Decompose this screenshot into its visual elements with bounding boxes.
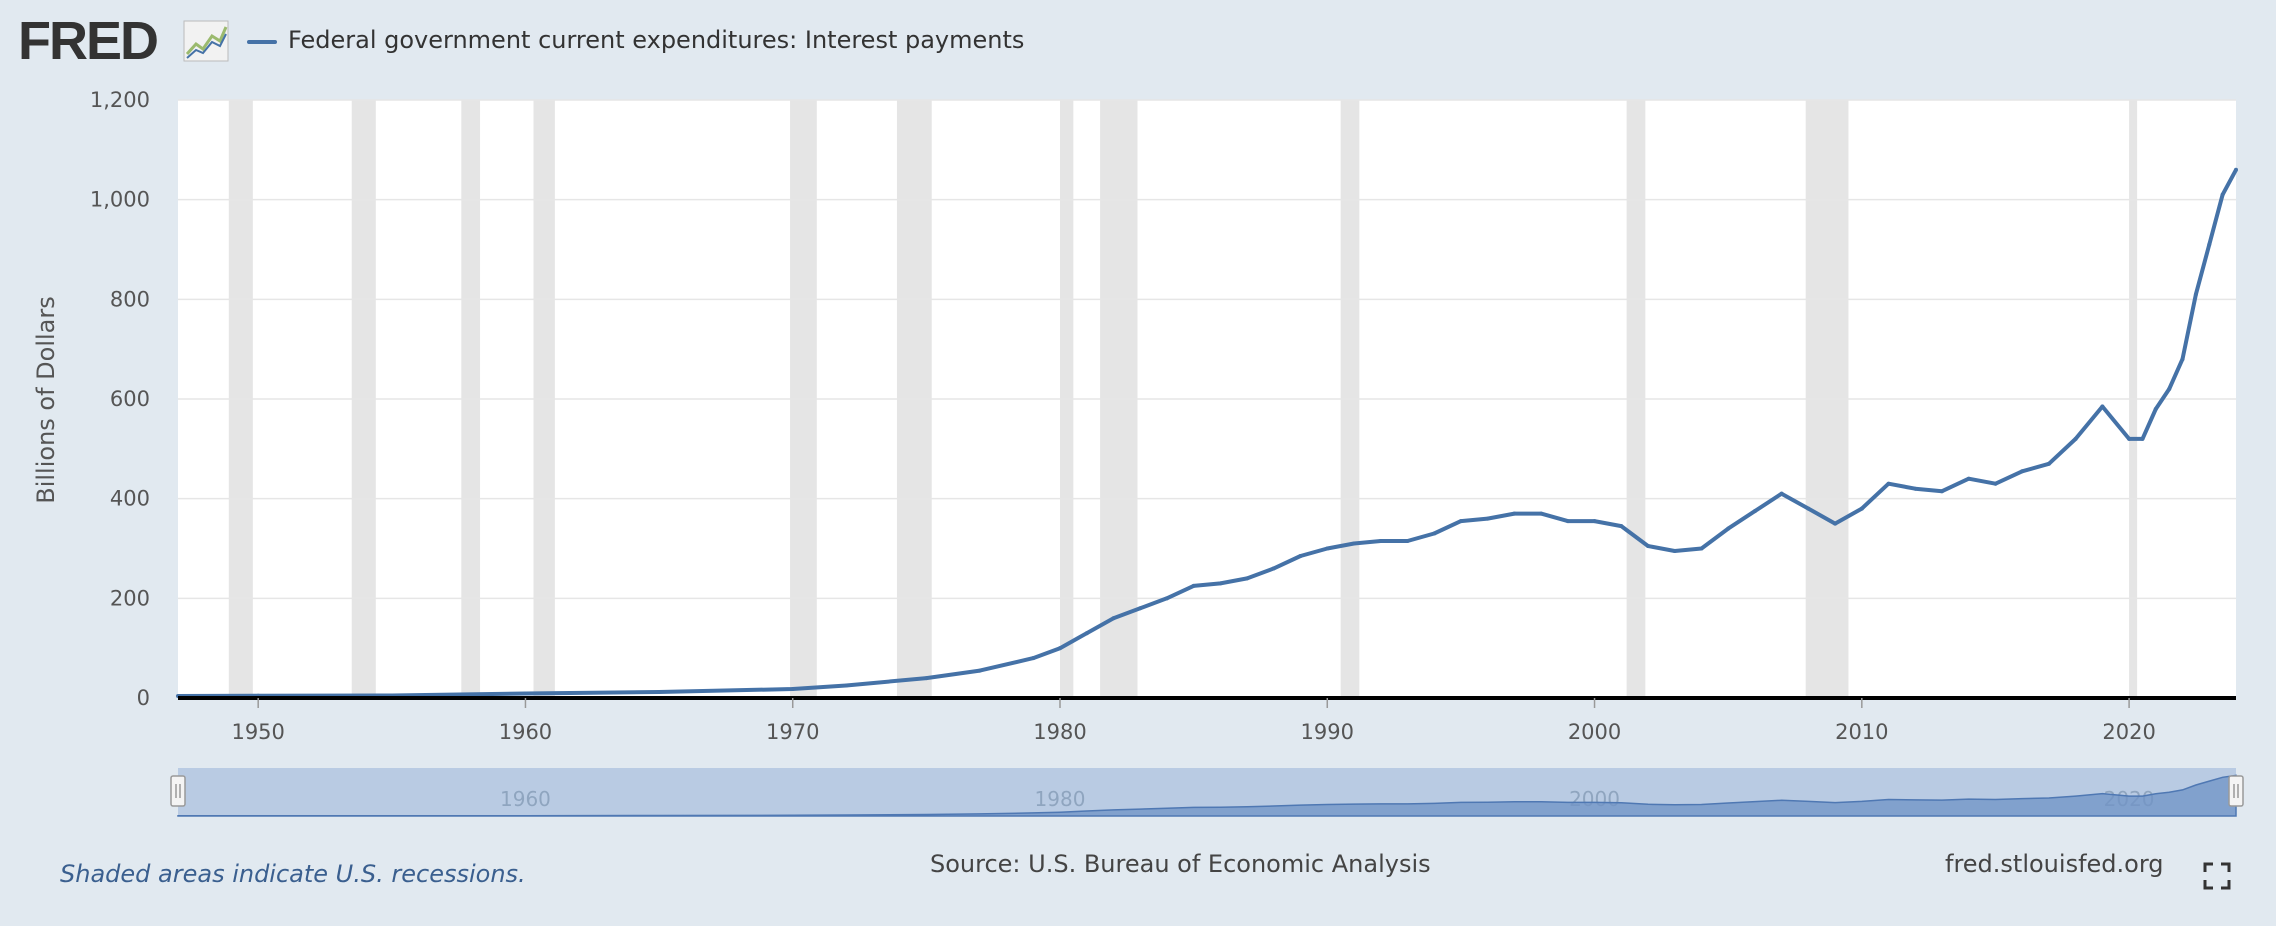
data-point bbox=[790, 687, 795, 692]
x-tick-label: 2010 bbox=[1835, 720, 1888, 744]
recession-note: Shaded areas indicate U.S. recessions. bbox=[60, 860, 526, 888]
navigator-series-area bbox=[177, 774, 2237, 817]
data-point bbox=[1859, 506, 1864, 511]
data-point bbox=[1191, 583, 1196, 588]
data-point bbox=[924, 676, 929, 681]
data-point bbox=[1111, 616, 1116, 621]
data-point bbox=[1485, 516, 1490, 521]
data-point bbox=[1966, 476, 1971, 481]
data-point bbox=[1539, 511, 1544, 516]
data-point bbox=[1886, 481, 1891, 486]
chart-header: FRED Federal government current expendit… bbox=[0, 0, 2276, 90]
data-point bbox=[1458, 519, 1463, 524]
data-point bbox=[2167, 387, 2172, 392]
data-point bbox=[1352, 541, 1356, 546]
data-point bbox=[1672, 548, 1677, 553]
x-tick-label: 1960 bbox=[499, 720, 552, 744]
data-point bbox=[1512, 511, 1517, 516]
x-tick-label: 1980 bbox=[1033, 720, 1086, 744]
data-point bbox=[1646, 544, 1650, 549]
data-point bbox=[2207, 242, 2212, 247]
navigator-series bbox=[177, 774, 2237, 817]
data-point bbox=[1378, 539, 1383, 544]
data-point bbox=[1699, 546, 1704, 551]
x-tick-label: 1950 bbox=[231, 720, 284, 744]
data-point bbox=[2140, 436, 2145, 441]
data-point bbox=[2100, 404, 2105, 409]
series-layer bbox=[176, 167, 2238, 699]
data-point bbox=[523, 691, 528, 696]
fred-logo[interactable]: FRED bbox=[18, 11, 159, 71]
x-tick-label: 2000 bbox=[1568, 720, 1621, 744]
data-point bbox=[2153, 406, 2158, 411]
data-point bbox=[2180, 357, 2185, 362]
navigator-right-handle[interactable] bbox=[2228, 775, 2244, 807]
y-axis-ticks: 0 200 400 600 800 1,000 1,200 bbox=[90, 88, 150, 710]
data-point bbox=[2234, 167, 2238, 172]
data-point bbox=[1218, 581, 1223, 586]
range-navigator[interactable]: 1960198020002020 bbox=[170, 768, 2244, 817]
navigator-left-handle[interactable] bbox=[170, 775, 186, 807]
x-axis-ticks: 1950 1960 1970 1980 1990 2000 2010 2020 bbox=[231, 698, 2156, 744]
data-point bbox=[1245, 576, 1250, 581]
data-point bbox=[1084, 631, 1089, 636]
data-point bbox=[1779, 491, 1784, 496]
x-tick-label: 2020 bbox=[2102, 720, 2155, 744]
data-point bbox=[2020, 469, 2025, 474]
source-label: Source: U.S. Bureau of Economic Analysis bbox=[930, 850, 1431, 878]
legend-swatch bbox=[247, 40, 277, 44]
data-point bbox=[1405, 539, 1410, 544]
data-point bbox=[1271, 566, 1276, 571]
grid-lines bbox=[178, 99, 2236, 600]
data-point bbox=[2073, 436, 2078, 441]
data-point bbox=[1592, 519, 1597, 524]
data-point bbox=[977, 668, 982, 673]
data-point bbox=[1058, 646, 1062, 651]
y-axis-label: Billions of Dollars bbox=[32, 296, 60, 504]
navigator-label: 1960 bbox=[500, 787, 551, 811]
data-point bbox=[1752, 509, 1757, 514]
data-point bbox=[1565, 519, 1570, 524]
data-point bbox=[1940, 489, 1944, 494]
data-point bbox=[1833, 521, 1838, 526]
data-point bbox=[1913, 486, 1918, 491]
data-point bbox=[2220, 192, 2225, 197]
data-point bbox=[1164, 596, 1169, 601]
navigator-label: 1980 bbox=[1035, 787, 1086, 811]
data-point bbox=[1726, 526, 1731, 531]
x-tick-label: 1990 bbox=[1301, 720, 1354, 744]
data-point bbox=[2046, 461, 2051, 466]
fullscreen-icon[interactable] bbox=[2203, 862, 2231, 890]
data-point bbox=[657, 690, 662, 695]
data-point bbox=[1993, 481, 1998, 486]
y-tick-label: 1,000 bbox=[90, 188, 150, 212]
data-point bbox=[2193, 292, 2198, 297]
data-point bbox=[2127, 436, 2132, 441]
data-point bbox=[1432, 531, 1437, 536]
y-tick-label: 400 bbox=[110, 487, 150, 511]
fred-logo-graph-icon bbox=[183, 20, 229, 62]
site-link[interactable]: fred.stlouisfed.org bbox=[1945, 850, 2164, 878]
data-point bbox=[844, 683, 849, 688]
data-point bbox=[1031, 656, 1036, 661]
y-tick-label: 800 bbox=[110, 287, 150, 311]
data-point bbox=[1325, 546, 1330, 551]
data-point bbox=[1619, 524, 1624, 529]
data-point bbox=[1138, 606, 1143, 611]
y-tick-label: 600 bbox=[110, 387, 150, 411]
y-tick-label: 200 bbox=[110, 586, 150, 610]
y-tick-label: 0 bbox=[137, 686, 150, 710]
y-tick-label: 1,200 bbox=[90, 88, 150, 112]
data-point bbox=[1806, 506, 1811, 511]
x-tick-label: 1970 bbox=[766, 720, 819, 744]
legend-series-label: Federal government current expenditures:… bbox=[288, 26, 1025, 54]
data-point bbox=[1298, 553, 1303, 558]
